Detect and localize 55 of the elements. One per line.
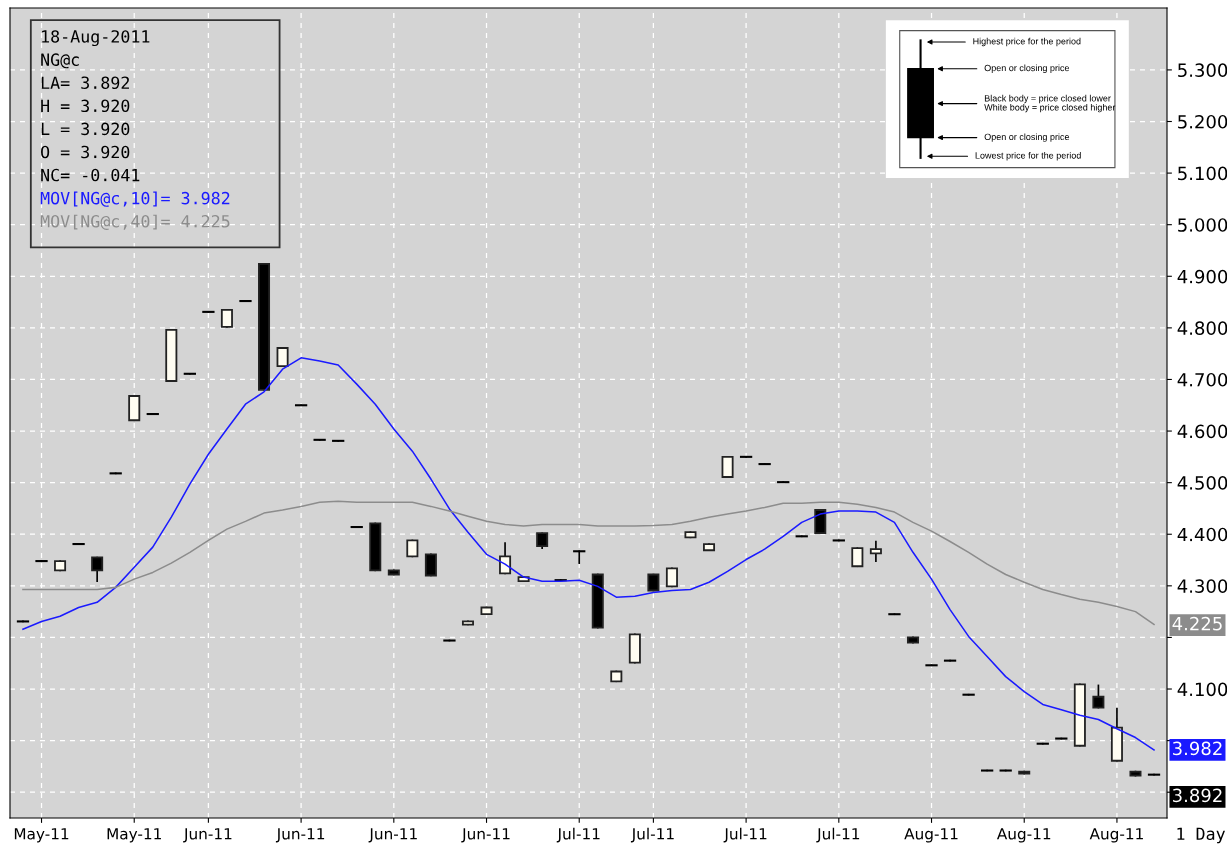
y-tick-label: 5.000 [1178,218,1227,232]
text: 3.982 [1173,741,1222,756]
y-tick-label: 5.100 [1178,166,1227,181]
candlestick [276,347,289,367]
annotation: O = 3.920 [41,145,130,159]
y-tick-label: 4.400 [1177,527,1227,542]
annotation: H = 3.920 [41,99,130,113]
text: 1 Day [1177,827,1225,844]
annotation: 18-Aug-2011 [42,30,150,47]
y-tick-label: 4.800 [1177,321,1227,335]
x-tick-label: Aug-11 [904,828,958,843]
x-tick-label: Aug-11 [996,828,1051,843]
text: MOV[NG@c,10]= 3.982 [40,191,230,207]
text: MOV[NG@c,40]= 4.225 [40,214,230,230]
x-tick-label: May-11 [107,828,161,843]
candlestick [1092,684,1105,709]
line-series [22,357,1155,751]
x-tick-label: Jun-11 [461,828,510,843]
annotation: Black body = price closed lower White body = price closed higher [984,94,1116,113]
y-tick-label: 4.500 [1177,476,1227,490]
x-tick-label: Aug-11 [1089,828,1143,843]
line-series [22,500,1155,626]
candlestick [851,547,864,568]
candlestick [424,553,437,577]
annotation: L = 3.920 [41,122,130,136]
candlestick [665,567,678,588]
x-tick-label: Jul-11 [630,827,674,843]
candlestick [814,509,827,535]
candlestick [869,540,882,562]
y-tick-label: 4.100 [1177,682,1227,697]
y-tick-label: 4.300 [1177,579,1227,593]
x-tick-label: Jun-11 [368,828,417,843]
annotation: Lowest price for the period [975,152,1081,161]
annotation: Open or closing price [984,64,1070,73]
x-tick-label: Jul-11 [556,827,600,843]
candlestick [91,556,104,583]
y-tick-label: 4.700 [1177,372,1227,387]
x-tick-label: Jul-11 [816,827,860,843]
text: 4.225 [1172,616,1222,631]
y-tick-label: 5.200 [1178,114,1227,129]
annotation: NG@c [41,53,79,69]
x-tick-label: May-11 [14,828,69,843]
x-tick-label: Jun-11 [183,828,232,843]
text: 3.892 [1173,788,1222,803]
annotation: Highest price for the period [973,37,1081,47]
candlestick [573,550,586,564]
annotation: LA= 3.892 [41,76,129,90]
annotation: Open or closing price [984,133,1070,142]
y-tick-label: 4.900 [1177,269,1227,284]
y-tick-label: 5.300 [1178,63,1227,78]
annotation: NC= -0.041 [41,168,140,182]
y-tick-label: 4.600 [1177,424,1227,439]
candlestick [721,455,734,478]
x-tick-label: Jun-11 [275,828,325,843]
x-tick-label: Jul-11 [723,827,767,843]
